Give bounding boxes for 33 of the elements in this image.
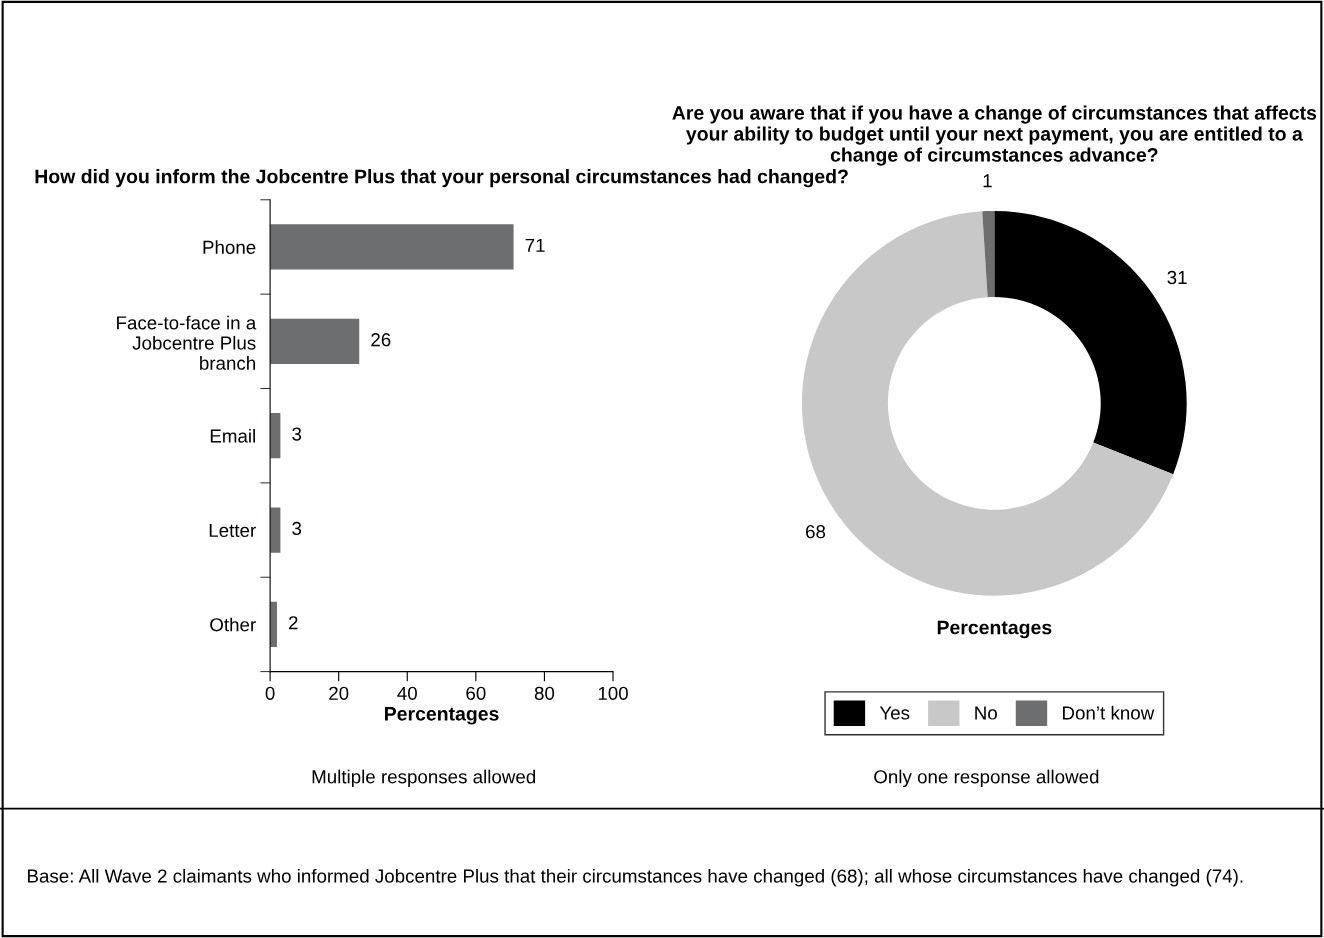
legend-label: No — [975, 706, 997, 720]
text: Multiple responses allowed — [312, 769, 536, 788]
bar — [270, 224, 514, 270]
text: Only one response allowed — [874, 769, 1099, 788]
y-tick-label: Email — [210, 428, 255, 443]
x-tick-label: 80 — [534, 686, 555, 700]
chart-title: How did you inform the Jobcentre Plus that your personal circumstances had changed? — [35, 169, 848, 188]
data-label: 68 — [806, 525, 826, 539]
chart-title: Are you aware that if you have a change of circumstances that affects your ability to budget until your next payment, you are entitled to a change of circumstances advance? — [672, 105, 1317, 166]
text: Base: All Wave 2 claimants who informed Jobcentre Plus that their circumstances have changed (68); all whose circumstances have changed (74). — [28, 868, 1243, 887]
donut-slice — [982, 210, 995, 298]
data-label: 2 — [289, 616, 298, 630]
x-tick-label: 100 — [598, 686, 628, 700]
bar — [270, 318, 360, 364]
data-label: 1 — [983, 174, 992, 188]
y-tick-label: Letter — [209, 523, 256, 538]
x-axis-title: Percentages — [385, 707, 499, 725]
x-tick-label: 60 — [466, 686, 486, 700]
y-tick-label: Phone — [203, 240, 256, 254]
text: Percentages — [937, 620, 1052, 639]
data-label: 3 — [292, 521, 302, 536]
y-tick-label: Other — [210, 617, 256, 632]
x-tick-label: 20 — [329, 686, 349, 700]
data-label: 31 — [1167, 270, 1187, 285]
y-tick-label: Face-to-face in a Jobcentre Plus branch — [117, 315, 257, 370]
data-label: 26 — [371, 333, 391, 347]
legend-label: Yes — [879, 706, 910, 720]
data-label: 3 — [292, 427, 302, 441]
donut-slice — [994, 210, 1187, 475]
x-tick-label: 40 — [397, 686, 417, 700]
x-tick-label: 0 — [265, 686, 275, 700]
data-label: 71 — [525, 238, 545, 252]
legend-label: Don’t know — [1063, 705, 1155, 720]
